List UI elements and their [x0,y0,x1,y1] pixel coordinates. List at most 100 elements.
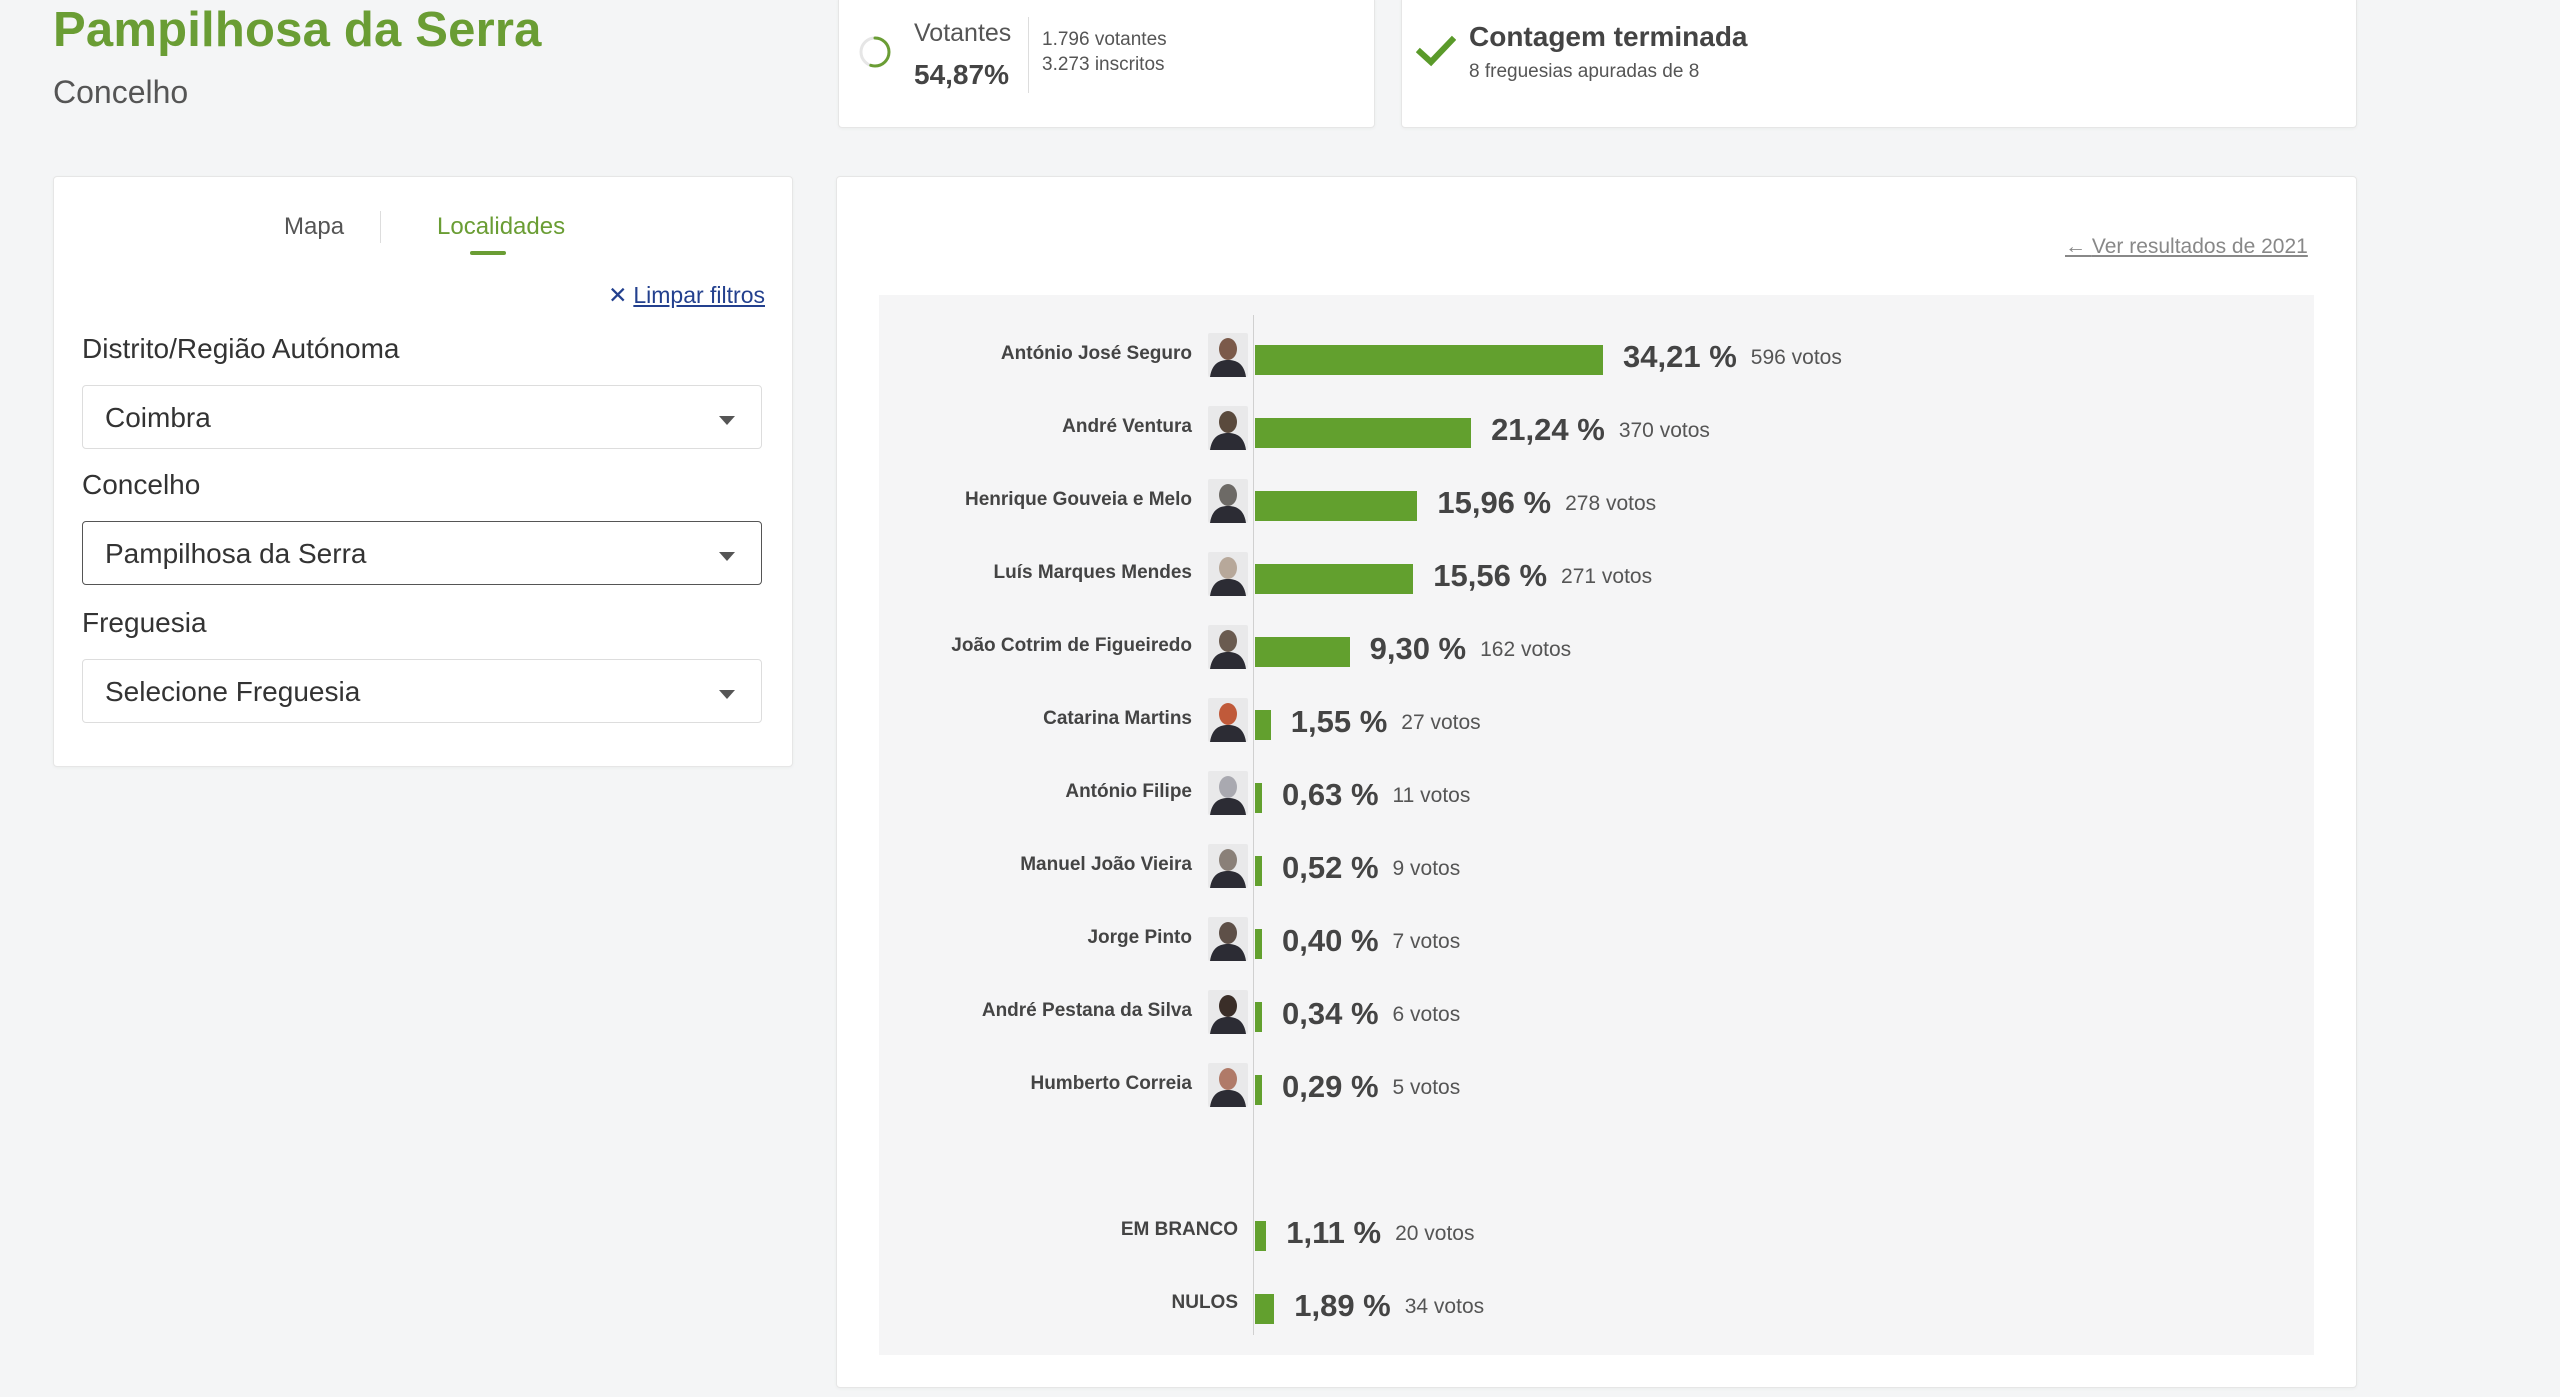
chevron-down-icon [719,416,735,425]
result-row: Henrique Gouveia e Melo 15,96 % 278 votos [879,476,2314,526]
results-chart: António José Seguro 34,21 % 596 votos André… [879,295,2314,1355]
turnout-percent: 54,87% [914,59,1009,90]
result-votes: 278 votos [1565,492,1657,515]
result-bar [1255,1294,1275,1324]
municipality-label: Concelho [82,469,201,500]
result-percent: 21,24 % [1491,412,1605,447]
active-tab-indicator [470,251,506,255]
turnout-registered: 3.273 inscritos [1042,54,1165,75]
result-votes: 11 votos [1392,784,1471,807]
arrow-left-icon: ← [2065,235,2086,258]
candidate-name: Jorge Pinto [1087,927,1192,948]
result-row: Humberto Correia 0,29 % 5 votos [879,1060,2314,1110]
result-bar [1255,1075,1262,1105]
tab-localities[interactable]: Localidades [437,213,566,240]
result-bar [1255,564,1414,594]
result-row: António Filipe 0,63 % 11 votos [879,768,2314,818]
result-votes: 596 votos [1750,346,1842,369]
clear-filters-link[interactable]: ✕ Limpar filtros [608,282,765,309]
turnout-divider [1028,17,1029,93]
previous-results-label: Ver resultados de 2021 [2091,235,2308,258]
result-percent: 1,55 % [1290,704,1388,739]
result-bar [1255,856,1262,886]
result-votes: 20 votos [1395,1222,1475,1245]
count-title: Contagem terminada [1469,21,1748,52]
result-bar [1255,418,1472,448]
result-votes: 271 votos [1561,565,1653,588]
candidate-name: Humberto Correia [1030,1073,1192,1094]
result-bar [1255,929,1262,959]
result-row: Luís Marques Mendes 15,56 % 271 votos [879,549,2314,599]
result-percent: 0,63 % [1282,777,1379,812]
tab-map[interactable]: Mapa [284,213,345,240]
candidate-photo [1208,698,1248,742]
candidate-name: António José Seguro [1000,343,1192,364]
turnout-details: 1.796 votantes 3.273 inscritos [1042,27,1167,77]
chevron-down-icon [719,552,735,561]
candidate-name: André Ventura [1062,416,1192,437]
result-votes: 9 votos [1392,857,1461,880]
page-title: Pampilhosa da Serra [53,3,542,57]
candidate-photo [1208,552,1248,596]
district-select[interactable]: Coimbra [82,385,762,449]
result-bar [1255,1221,1267,1251]
result-row: André Pestana da Silva 0,34 % 6 votos [879,987,2314,1037]
result-bar [1255,491,1418,521]
candidate-name: Catarina Martins [1043,708,1192,729]
result-bar [1255,1002,1262,1032]
tab-separator [380,211,381,243]
municipality-select[interactable]: Pampilhosa da Serra [82,521,762,585]
chevron-down-icon [719,690,735,699]
result-percent: 15,96 % [1437,485,1552,520]
result-percent: 1,89 % [1294,1288,1391,1323]
candidate-name: Luís Marques Mendes [993,562,1193,583]
result-row: João Cotrim de Figueiredo 9,30 % 162 votos [879,622,2314,672]
candidate-name: António Filipe [1065,781,1192,802]
result-votes: 7 votos [1392,930,1461,953]
result-row: EM BRANCO 1,11 % 20 votos [879,1206,2314,1256]
candidate-photo [1208,406,1248,450]
previous-results-link[interactable]: ← Ver resultados de 2021 [2065,235,2308,259]
result-votes: 6 votos [1392,1003,1461,1026]
result-percent: 0,34 % [1282,996,1379,1031]
result-votes: 5 votos [1392,1076,1461,1099]
result-percent: 9,30 % [1369,631,1467,666]
result-votes: 27 votos [1401,711,1481,734]
candidate-name: João Cotrim de Figueiredo [951,635,1192,656]
parish-select[interactable]: Selecione Freguesia [82,659,762,723]
candidate-photo [1208,844,1248,888]
result-votes: 34 votos [1404,1295,1485,1318]
result-bar [1255,637,1350,667]
clear-filters-label: Limpar filtros [633,282,765,308]
result-percent: 34,21 % [1623,339,1737,374]
candidate-name: NULOS [1171,1292,1239,1313]
result-row: Jorge Pinto 0,40 % 7 votos [879,914,2314,964]
result-percent: 0,29 % [1282,1069,1379,1104]
result-row: António José Seguro 34,21 % 596 votos [879,330,2314,380]
parish-label: Freguesia [82,607,207,638]
result-row: Manuel João Vieira 0,52 % 9 votos [879,841,2314,891]
result-votes: 162 votos [1480,638,1572,661]
candidate-photo [1208,917,1248,961]
result-percent: 0,40 % [1282,923,1379,958]
candidate-name: André Pestana da Silva [981,1000,1192,1021]
count-subtitle: 8 freguesias apuradas de 8 [1469,61,1700,82]
turnout-voters: 1.796 votantes [1042,29,1167,50]
candidate-photo [1208,1063,1248,1107]
result-percent: 1,11 % [1286,1215,1382,1250]
result-row: Catarina Martins 1,55 % 27 votos [879,695,2314,745]
candidate-photo [1208,771,1248,815]
turnout-label: Votantes [914,19,1012,47]
candidate-photo [1208,333,1248,377]
turnout-card: Votantes 54,87% 1.796 votantes 3.273 ins… [838,0,1375,128]
result-row: NULOS 1,89 % 34 votos [879,1279,2314,1329]
result-percent: 15,56 % [1433,558,1548,593]
result-bar [1255,345,1603,375]
result-bar [1255,710,1271,740]
result-votes: 370 votos [1618,419,1710,442]
close-icon: ✕ [608,282,628,308]
result-bar [1255,783,1262,813]
candidate-photo [1208,625,1248,669]
filters-panel: Mapa Localidades ✕ Limpar filtros Distrit… [53,176,793,767]
candidate-name: Henrique Gouveia e Melo [965,489,1192,510]
